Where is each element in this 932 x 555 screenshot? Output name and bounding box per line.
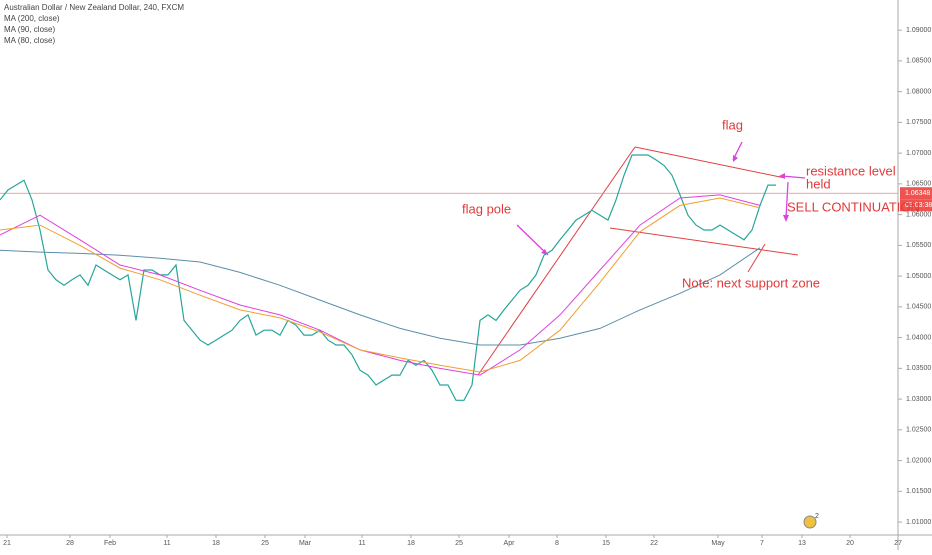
annotation: Note: next support zone bbox=[682, 275, 820, 290]
y-tick-label: 1.07500 bbox=[906, 119, 931, 126]
annotation: held bbox=[806, 176, 831, 191]
flag-lower bbox=[609, 227, 799, 256]
y-tick-label: 1.06500 bbox=[906, 181, 931, 188]
y-tick-label: 1.04500 bbox=[906, 304, 931, 311]
y-tick-label: 1.09000 bbox=[906, 27, 931, 34]
x-tick-label: 11 bbox=[163, 540, 170, 547]
annotation: flag bbox=[722, 117, 743, 132]
x-tick-label: 27 bbox=[894, 540, 902, 547]
x-tick-label: 15 bbox=[602, 540, 610, 547]
x-tick-label: Mar bbox=[299, 540, 312, 547]
arrow-head bbox=[779, 173, 785, 179]
x-tick-label: 8 bbox=[555, 540, 559, 547]
x-tick-label: 11 bbox=[358, 540, 365, 547]
x-tick-label: 18 bbox=[407, 540, 415, 547]
price-line bbox=[0, 154, 776, 401]
y-tick-label: 1.08000 bbox=[906, 88, 931, 95]
last-price-box bbox=[900, 187, 932, 200]
countdown-label: 03:03:38 bbox=[905, 202, 932, 209]
arrow bbox=[781, 175, 806, 179]
y-tick-label: 1.01500 bbox=[906, 488, 931, 495]
countdown-box bbox=[900, 199, 932, 212]
ma-line bbox=[0, 197, 761, 373]
arrow-head bbox=[783, 215, 789, 222]
legend-entry: MA (80, close) bbox=[4, 36, 55, 45]
y-tick-label: 1.02000 bbox=[906, 457, 931, 464]
y-tick-label: 1.08500 bbox=[906, 58, 931, 65]
y-tick-label: 1.06000 bbox=[906, 211, 931, 218]
annotation: resistance level bbox=[806, 163, 896, 178]
x-tick-label: Apr bbox=[504, 540, 516, 547]
y-tick-label: 1.01000 bbox=[906, 519, 931, 526]
legend-entry: MA (90, close) bbox=[4, 25, 55, 34]
arrow-head bbox=[733, 155, 738, 162]
flag-upper bbox=[634, 146, 786, 179]
y-tick-label: 1.03500 bbox=[906, 365, 931, 372]
chart-title: Australian Dollar / New Zealand Dollar, … bbox=[4, 3, 184, 12]
ma-line bbox=[0, 194, 761, 376]
y-tick-label: 1.05500 bbox=[906, 242, 931, 249]
x-tick-label: Feb bbox=[104, 540, 116, 547]
x-tick-label: 7 bbox=[760, 540, 764, 547]
flag-pole-line bbox=[477, 146, 636, 376]
y-tick-label: 1.04000 bbox=[906, 334, 931, 341]
arrow bbox=[516, 224, 549, 256]
x-tick-label: 25 bbox=[261, 540, 269, 547]
y-tick-label: 1.05000 bbox=[906, 273, 931, 280]
y-tick-label: 1.07000 bbox=[906, 150, 931, 157]
x-tick-label: 22 bbox=[650, 540, 658, 547]
event-count: 2 bbox=[815, 513, 819, 520]
annotation: flag pole bbox=[462, 201, 511, 216]
x-tick-label: 25 bbox=[455, 540, 463, 547]
arrow bbox=[747, 243, 766, 273]
annotation: SELL CONTINUATION bbox=[787, 199, 920, 214]
y-tick-label: 1.03000 bbox=[906, 396, 931, 403]
legend-entry: MA (200, close) bbox=[4, 14, 60, 23]
x-tick-label: 20 bbox=[846, 540, 854, 547]
x-tick-label: May bbox=[711, 540, 725, 547]
y-tick-label: 1.02500 bbox=[906, 427, 931, 434]
last-price-label: 1.06348 bbox=[905, 190, 930, 197]
x-tick-label: 18 bbox=[212, 540, 220, 547]
x-tick-label: 28 bbox=[66, 540, 74, 547]
x-tick-label: 21 bbox=[3, 540, 11, 547]
ma-line bbox=[0, 247, 761, 346]
arrow bbox=[785, 181, 789, 219]
event-icon[interactable] bbox=[803, 515, 817, 529]
x-tick-label: 13 bbox=[798, 540, 806, 547]
